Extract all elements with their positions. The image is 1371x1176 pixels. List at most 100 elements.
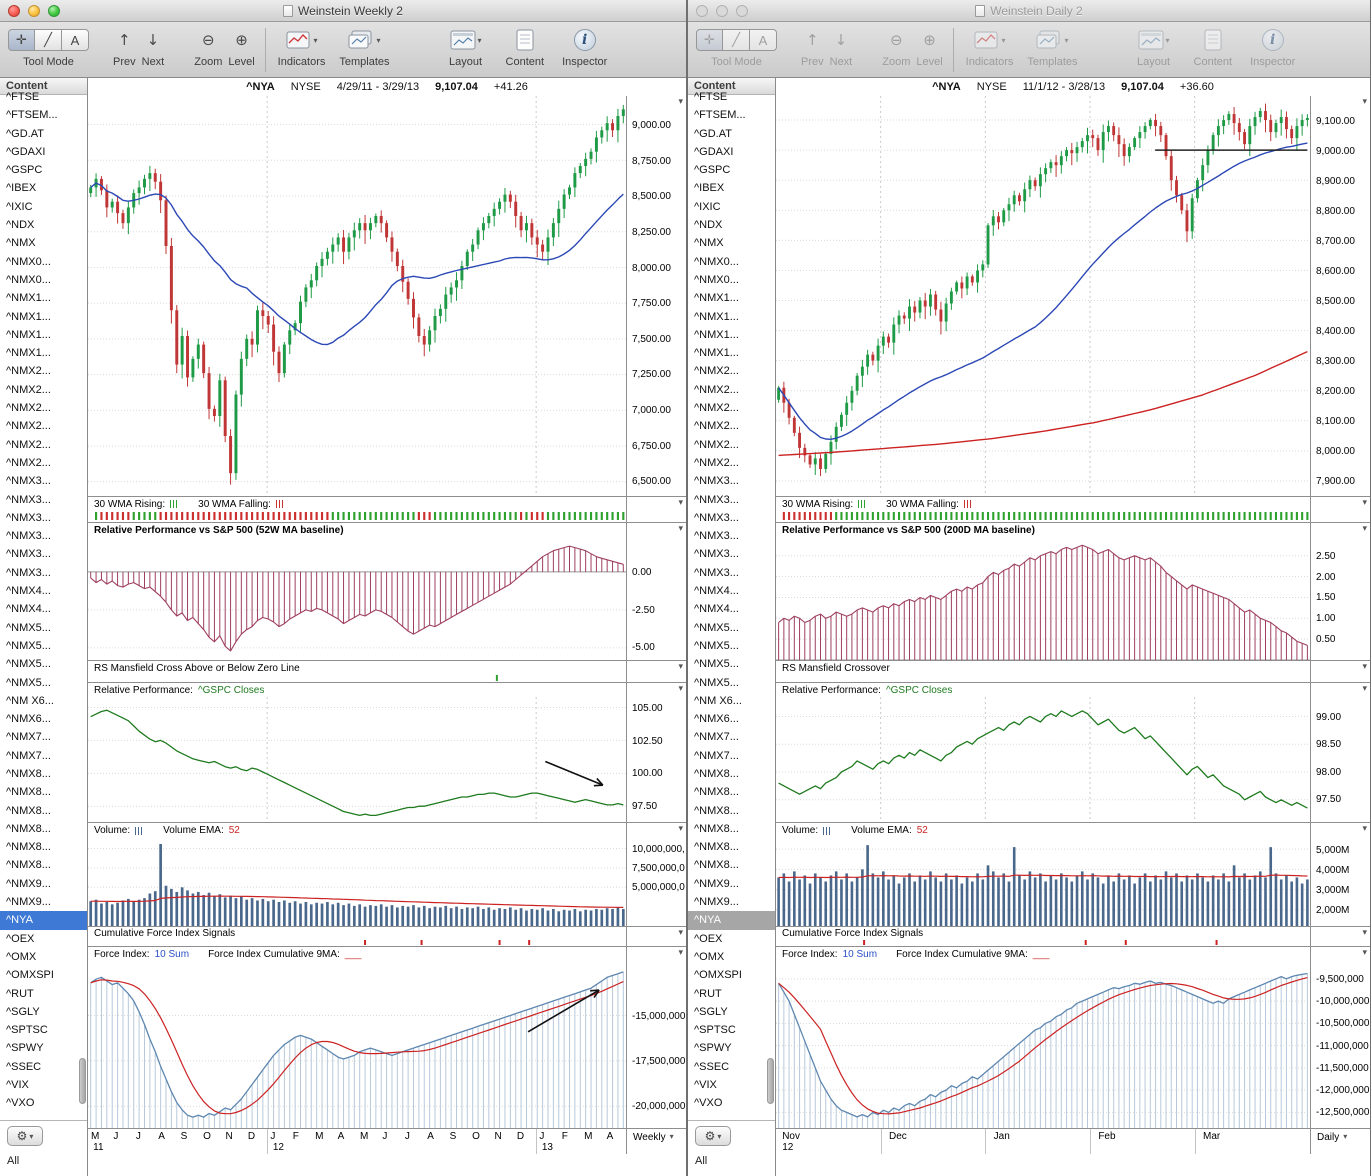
zoom-out-icon[interactable]: ⊖	[886, 28, 907, 52]
sidebar-item[interactable]: ^IXIC	[694, 200, 721, 213]
sidebar-item[interactable]: ^OEX	[694, 932, 723, 945]
sidebar-item[interactable]: ^NMX2...	[6, 420, 51, 433]
rp-histogram-chart[interactable]	[88, 537, 626, 660]
periodicity-control[interactable]: Weekly ▾	[626, 1129, 686, 1154]
panel-disclosure-icon[interactable]: ▾	[678, 523, 683, 533]
rp-axis[interactable]: ▾ 0.00 -2.50 -5.00	[626, 523, 686, 660]
sidebar-item[interactable]: ^IXIC	[6, 200, 33, 213]
sidebar-item[interactable]: ^NMX2...	[694, 438, 739, 451]
sidebar-item[interactable]: ^NM X6...	[694, 694, 742, 707]
indicators-button[interactable]: ▾	[284, 27, 320, 53]
volume-chart[interactable]	[88, 837, 626, 926]
sidebar-item[interactable]: ^NMX5...	[6, 658, 51, 671]
sidebar-item[interactable]: ^NDX	[694, 219, 723, 232]
sidebar-item[interactable]: ^NMX1...	[6, 310, 51, 323]
force-index-chart[interactable]	[88, 961, 626, 1128]
sidebar-item[interactable]: ^SSEC	[694, 1060, 730, 1073]
sidebar-item[interactable]: ^VIX	[694, 1079, 717, 1092]
sidebar-header[interactable]: Content	[688, 78, 775, 95]
sidebar-item[interactable]: ^NMX7...	[694, 731, 739, 744]
sidebar-item[interactable]: ^NMX1...	[694, 347, 739, 360]
candlestick-chart[interactable]	[88, 96, 626, 496]
action-gear-button[interactable]: ⚙ ▾	[7, 1126, 43, 1146]
sidebar-item[interactable]: ^NMX7...	[694, 749, 739, 762]
sidebar-item[interactable]: ^IBEX	[694, 182, 725, 195]
panel-disclosure-icon[interactable]: ▾	[1362, 661, 1367, 671]
rp-line-axis[interactable]: ▾ 105.00 102.50 100.00 97.50	[626, 683, 686, 822]
sidebar-item[interactable]: ^NMX2...	[6, 402, 51, 415]
panel-disclosure-icon[interactable]: ▾	[1362, 96, 1367, 106]
sidebar-item[interactable]: ^NMX8...	[694, 859, 739, 872]
zoom-out-icon[interactable]: ⊖	[198, 28, 219, 52]
sidebar-scrollbar[interactable]	[767, 1058, 774, 1104]
close-button[interactable]	[696, 5, 708, 17]
sidebar-item[interactable]: ^NMX2...	[694, 402, 739, 415]
mansfield-signal-strip[interactable]	[776, 674, 1310, 682]
sidebar-item[interactable]: ^NMX3...	[6, 566, 51, 579]
sidebar-item[interactable]: ^NMX	[6, 237, 36, 250]
templates-button[interactable]: ▾	[1034, 27, 1070, 53]
sidebar-item[interactable]: ^NMX2...	[6, 383, 51, 396]
wma-trend-strip[interactable]	[88, 510, 626, 522]
action-gear-button[interactable]: ⚙ ▾	[695, 1126, 731, 1146]
sidebar-item[interactable]: ^NMX3...	[694, 475, 739, 488]
sidebar-item[interactable]: ^FTSEM...	[694, 109, 746, 122]
content-button[interactable]	[513, 27, 537, 53]
sidebar-item[interactable]: ^NYA	[0, 911, 87, 930]
sidebar-item[interactable]: ^NMX5...	[6, 676, 51, 689]
price-axis[interactable]: ▾ 9,000.00 8,750.00 8,500.00 8,250.00 8,000.0…	[626, 96, 686, 496]
sidebar-item[interactable]: ^NMX2...	[694, 383, 739, 396]
layout-button[interactable]: ▾	[1136, 27, 1172, 53]
sidebar-item[interactable]: ^NMX8...	[6, 822, 51, 835]
sidebar-item[interactable]: ^NMX8...	[6, 804, 51, 817]
sidebar-item[interactable]: ^NMX2...	[694, 456, 739, 469]
sidebar-header[interactable]: Content	[0, 78, 87, 95]
force-axis[interactable]: ▾ -15,000,000 -17,500,000 -20,000,000	[626, 947, 686, 1128]
zoom-in-icon[interactable]: ⊕	[919, 28, 940, 52]
prev-button[interactable]: ↑	[114, 28, 135, 52]
sidebar-item[interactable]: ^NMX3...	[6, 511, 51, 524]
sidebar-item[interactable]: ^OMX	[694, 950, 725, 963]
minimize-button[interactable]	[716, 5, 728, 17]
rp-line-chart[interactable]	[88, 697, 626, 822]
sidebar-item[interactable]: ^NMX5...	[694, 676, 739, 689]
panel-disclosure-icon[interactable]: ▾	[678, 661, 683, 671]
rp-histogram-chart[interactable]	[776, 537, 1310, 660]
candlestick-chart[interactable]	[776, 96, 1310, 496]
volume-chart[interactable]	[776, 837, 1310, 926]
sidebar-item[interactable]: ^FTSE	[6, 91, 40, 103]
sidebar-item[interactable]: ^FTSE	[694, 91, 728, 103]
panel-disclosure-icon[interactable]: ▾	[678, 823, 683, 833]
cfi-signal-strip[interactable]	[88, 939, 626, 946]
force-index-chart[interactable]	[776, 961, 1310, 1128]
panel-disclosure-icon[interactable]: ▾	[1362, 523, 1367, 533]
sidebar-item[interactable]: ^NMX9...	[6, 877, 51, 890]
sidebar-item[interactable]: ^SGLY	[694, 1005, 728, 1018]
sidebar-filter-all[interactable]: All	[7, 1155, 20, 1167]
sidebar-item[interactable]: ^NMX5...	[694, 639, 739, 652]
templates-button[interactable]: ▾	[346, 27, 382, 53]
sidebar-item[interactable]: ^NMX6...	[6, 713, 51, 726]
sidebar-item[interactable]: ^NMX9...	[6, 896, 51, 909]
sidebar-item[interactable]: ^NMX3...	[6, 530, 51, 543]
sidebar-item[interactable]: ^IBEX	[6, 182, 37, 195]
time-axis[interactable]: M J J A S O N D J F M A M J J A S O N D J F M A 11 12 13 Weekly ▾	[88, 1128, 686, 1154]
tool-draw-button[interactable]: ╱	[723, 29, 750, 51]
panel-disclosure-icon[interactable]: ▾	[678, 497, 683, 507]
sidebar-item[interactable]: ^NMX4...	[694, 603, 739, 616]
panel-disclosure-icon[interactable]: ▾	[1362, 497, 1367, 507]
sidebar-item[interactable]: ^NM X6...	[6, 694, 54, 707]
sidebar-item[interactable]: ^GSPC	[6, 164, 43, 177]
sidebar-item[interactable]: ^NMX0...	[6, 255, 51, 268]
zoom-in-icon[interactable]: ⊕	[231, 28, 252, 52]
sidebar-item[interactable]: ^NMX3...	[6, 493, 51, 506]
sidebar-item[interactable]: ^NMX3...	[694, 511, 739, 524]
sidebar-item[interactable]: ^NMX8...	[694, 804, 739, 817]
sidebar-filter-all[interactable]: All	[695, 1155, 708, 1167]
price-axis[interactable]: ▾ 9,100.00 9,000.00 8,900.00 8,800.00 8,700.0…	[1310, 96, 1370, 496]
sidebar-item[interactable]: ^NMX3...	[694, 548, 739, 561]
close-button[interactable]	[8, 5, 20, 17]
panel-disclosure-icon[interactable]: ▾	[1362, 947, 1367, 957]
sidebar-item[interactable]: ^NMX8...	[694, 786, 739, 799]
sidebar-item[interactable]: ^NMX5...	[6, 621, 51, 634]
